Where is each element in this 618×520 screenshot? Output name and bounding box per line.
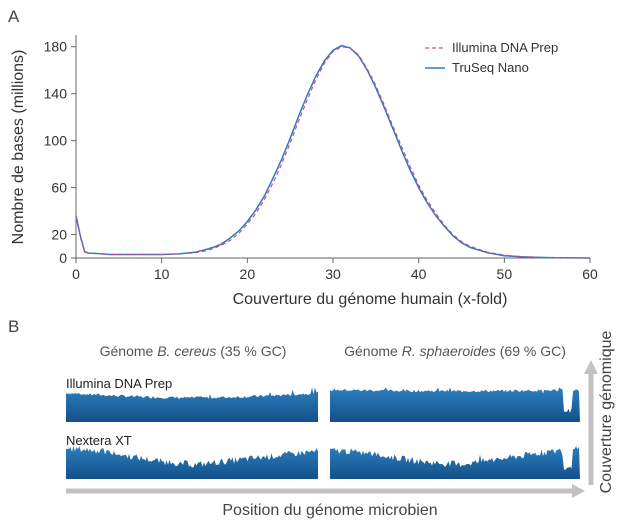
coverage-track-illumina-dna-prep-right	[330, 387, 580, 422]
y-tick-label-2: 60	[51, 180, 67, 196]
y-ticks: 0 20 60 100 140 180	[44, 39, 76, 266]
x-tick-label-5: 50	[497, 266, 513, 282]
coverage-track-illumina-dna-prep-left	[66, 387, 318, 422]
coverage-axis-label: Couverture génomique	[598, 331, 615, 494]
x-tick-label-0: 0	[72, 266, 80, 282]
series-lines	[75, 44, 591, 259]
column-label-r-sphaeroides: Génome R. sphaeroides (69 % GC)	[344, 343, 566, 359]
y-tick-label-3: 100	[44, 133, 68, 149]
x-tick-label-1: 10	[154, 266, 170, 282]
y-tick-label-4: 140	[44, 86, 68, 102]
x-tick-label-2: 20	[240, 266, 256, 282]
position-arrow-head	[572, 484, 585, 498]
series-line-illumina-dna-prep	[75, 46, 591, 259]
coverage-tracks	[66, 387, 580, 479]
row-label-illumina: Illumina DNA Prep	[66, 376, 172, 391]
y-axis-title: Nombre de bases (millions)	[10, 50, 27, 245]
x-axis-title: Couverture du génome humain (x-fold)	[233, 291, 508, 308]
x-ticks: 0 10 20 30 40 50 60	[72, 258, 598, 282]
coverage-track-nextera-xt-left	[66, 445, 318, 479]
legend: Illumina DNA Prep TruSeq Nano	[425, 40, 558, 75]
x-tick-label-6: 60	[582, 266, 598, 282]
row-label-nextera: Nextera XT	[66, 433, 132, 448]
series-line-truseq-nano	[75, 44, 591, 259]
column-label-b-cereus: Génome B. cereus (35 % GC)	[100, 343, 287, 359]
y-tick-label-1: 20	[51, 227, 67, 243]
x-tick-label-4: 40	[411, 266, 427, 282]
panel-b-letter: B	[8, 317, 19, 336]
coverage-track-nextera-xt-right	[330, 446, 580, 479]
position-axis-label: Position du génome microbien	[222, 502, 437, 519]
panel-b-coverage: Génome B. cereus (35 % GC) Génome R. sph…	[66, 331, 615, 519]
panel-a-letter: A	[8, 7, 20, 26]
legend-label-illumina: Illumina DNA Prep	[452, 40, 558, 55]
y-tick-label-0: 0	[59, 250, 67, 266]
panel-a-line-chart: 0 20 60 100 140 180 0 10 20 30 40 50 60 Illumina DN…	[10, 35, 598, 308]
coverage-arrow-head	[584, 360, 598, 374]
x-tick-label-3: 30	[325, 266, 341, 282]
y-tick-label-5: 180	[44, 39, 68, 55]
legend-label-truseq: TruSeq Nano	[452, 60, 529, 75]
